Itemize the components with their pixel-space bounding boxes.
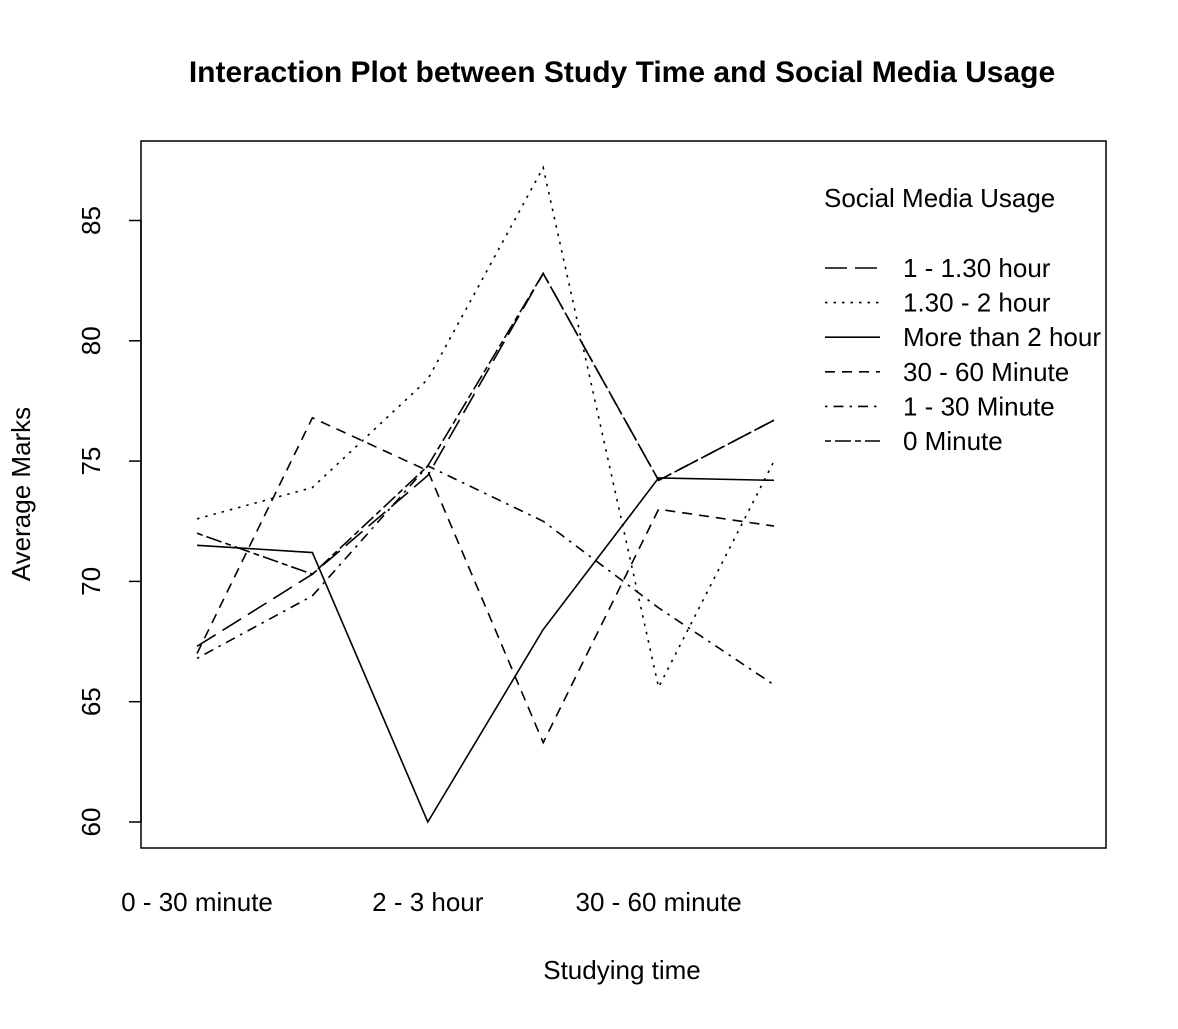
y-axis-label: Average Marks: [6, 407, 36, 581]
x-tick-label: 0 - 30 minute: [121, 887, 273, 917]
y-tick-label: 80: [76, 326, 106, 355]
legend-label: More than 2 hour: [903, 322, 1101, 352]
series-line: [196, 271, 775, 648]
x-tick-label: 2 - 3 hour: [372, 887, 484, 917]
y-tick-label: 60: [76, 808, 106, 837]
x-axis: 0 - 30 minute 2 - 3 hour 30 - 60 minute: [121, 887, 742, 917]
plot-frame: [140, 140, 1107, 849]
y-tick-label: 75: [76, 447, 106, 476]
series-line: [196, 477, 775, 824]
legend: Social Media Usage 1 - 1.30 hour 1.30 - 2…: [824, 183, 1101, 456]
series-line: [196, 165, 775, 690]
series-line: [196, 416, 775, 745]
x-tick-label: 30 - 60 minute: [575, 887, 741, 917]
legend-label: 1.30 - 2 hour: [903, 288, 1051, 318]
series-lines: [196, 165, 775, 824]
chart-title: Interaction Plot between Study Time and …: [189, 56, 1055, 89]
legend-title: Social Media Usage: [824, 183, 1055, 213]
y-tick-label: 70: [76, 567, 106, 596]
series-line: [196, 464, 775, 686]
y-tick-label: 85: [76, 206, 106, 235]
legend-label: 30 - 60 Minute: [903, 357, 1069, 387]
y-tick-label: 65: [76, 687, 106, 716]
legend-label: 1 - 1.30 hour: [903, 253, 1051, 283]
y-axis: 60 65 70 75 80 85: [76, 206, 142, 837]
series-line: [196, 271, 775, 576]
legend-label: 0 Minute: [903, 426, 1003, 456]
x-axis-label: Studying time: [543, 955, 701, 985]
legend-label: 1 - 30 Minute: [903, 391, 1055, 421]
